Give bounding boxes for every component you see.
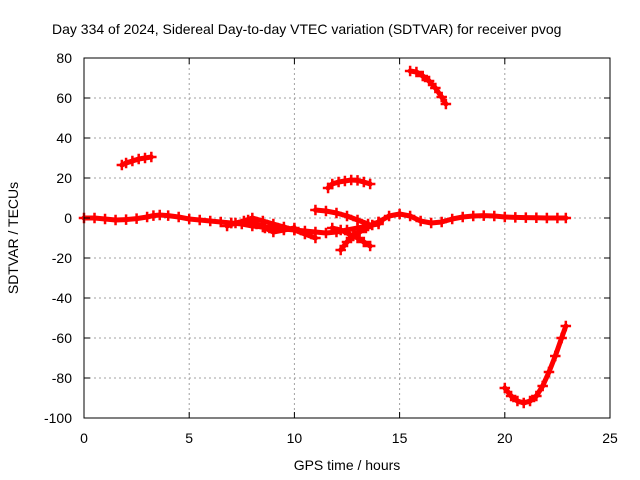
x-tick-label: 20: [497, 430, 513, 446]
grid-lines: [84, 58, 610, 418]
chart-title: Day 334 of 2024, Sidereal Day-to-day VTE…: [52, 21, 561, 37]
series-arc-h: [327, 222, 376, 252]
data-point: [440, 98, 452, 110]
data-point: [364, 240, 376, 252]
x-tick-label: 15: [392, 430, 408, 446]
series-arc-c: [373, 208, 572, 229]
data-points: [78, 65, 572, 409]
plot-frame: [83, 57, 611, 419]
data-point: [146, 151, 157, 163]
y-tick-label: -100: [44, 410, 72, 426]
data-point: [373, 218, 384, 230]
y-tick-label: -80: [52, 370, 72, 386]
y-tick-label: 80: [56, 50, 72, 66]
series-arc-i: [116, 151, 157, 171]
x-tick-label: 5: [185, 430, 193, 446]
y-tick-label: 40: [56, 130, 72, 146]
series-arc-k: [404, 65, 452, 110]
y-axis-title: SDTVAR / TECUs: [5, 182, 21, 294]
x-tick-label: 0: [80, 430, 88, 446]
y-tick-label: -40: [52, 290, 72, 306]
data-point: [560, 320, 572, 332]
y-tick-label: 0: [64, 210, 72, 226]
series-arc-l: [499, 320, 572, 409]
series-arc-a: [78, 209, 237, 229]
x-axis-title: GPS time / hours: [294, 457, 401, 473]
y-tick-label: 60: [56, 90, 72, 106]
data-point: [289, 222, 300, 234]
axis-ticks: -100 -80 -60 -40 -20 0 20 40 60 80 0 5 10 15 20 25: [44, 50, 618, 446]
data-point: [310, 232, 321, 244]
data-point: [364, 178, 376, 190]
data-point: [560, 212, 572, 224]
y-tick-label: 20: [56, 170, 72, 186]
series-arc-j: [322, 174, 376, 194]
y-tick-label: -60: [52, 330, 72, 346]
y-tick-label: -20: [52, 250, 72, 266]
x-tick-label: 10: [287, 430, 303, 446]
series-arc-f: [310, 204, 374, 230]
series-arc-e: [242, 214, 300, 238]
x-tick-label: 25: [602, 430, 618, 446]
